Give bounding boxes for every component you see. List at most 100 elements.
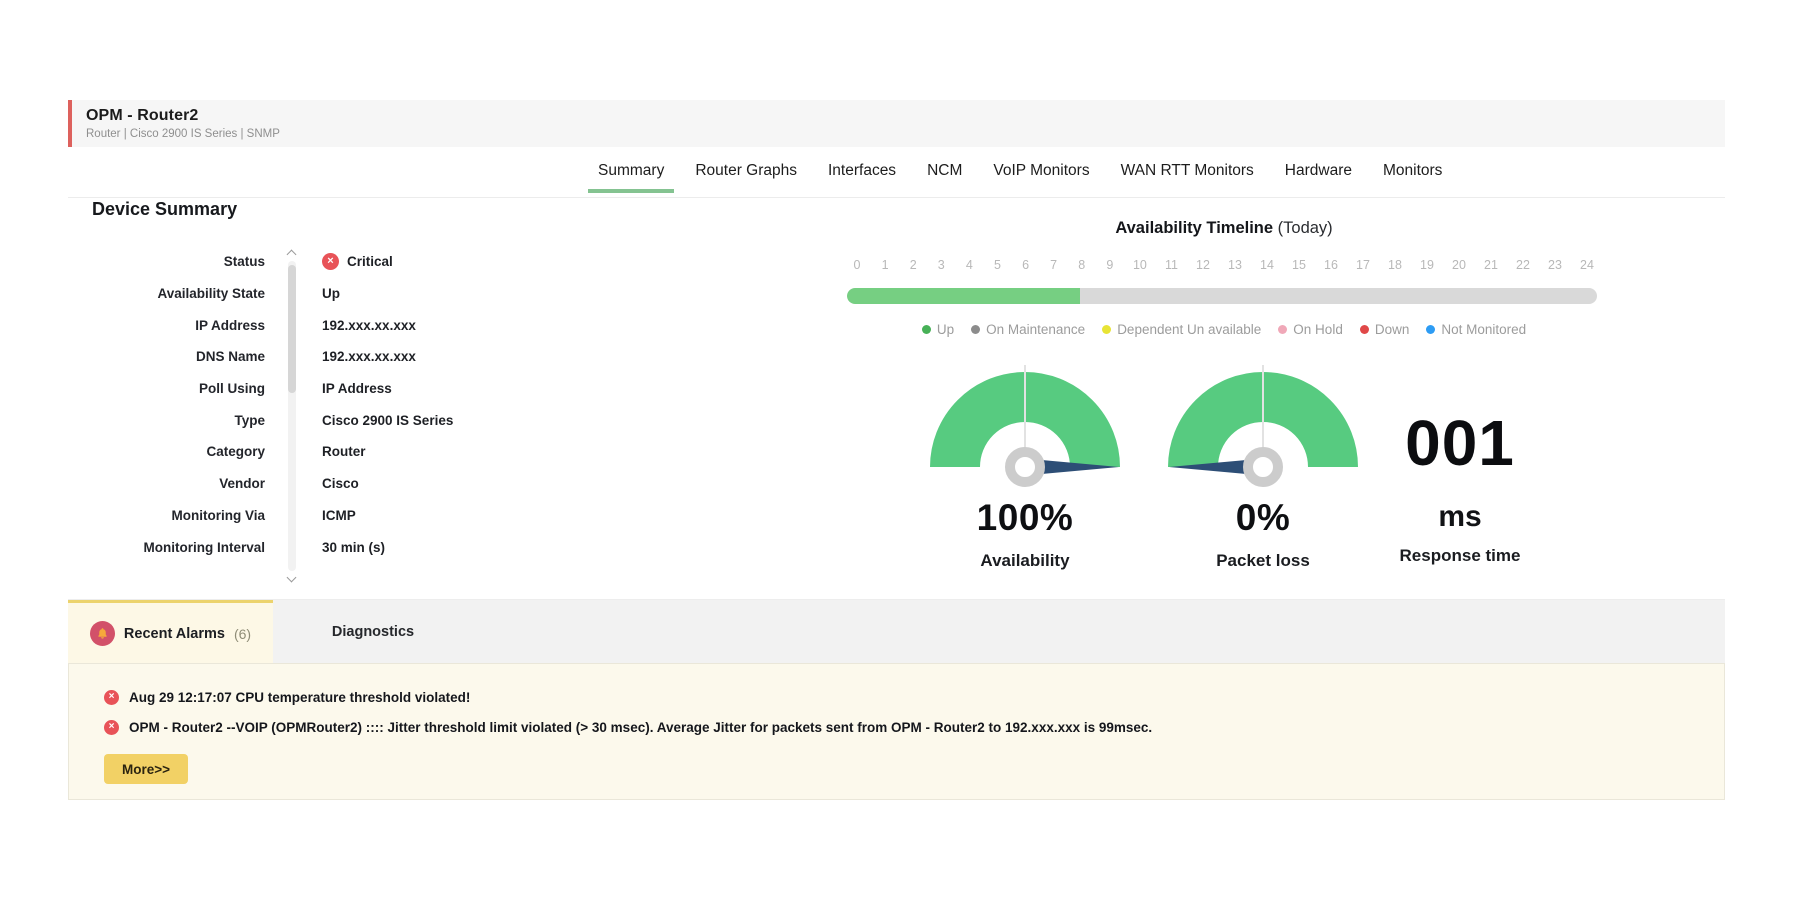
fields-scrollbar[interactable] bbox=[284, 249, 300, 583]
tab-ncm[interactable]: NCM bbox=[927, 162, 963, 179]
response-time-unit: ms bbox=[1438, 500, 1482, 533]
timeline-title-suffix: (Today) bbox=[1273, 219, 1333, 237]
device-header: OPM - Router2 Router | Cisco 2900 IS Ser… bbox=[68, 100, 1725, 147]
tab-diagnostics[interactable]: Diagnostics bbox=[331, 624, 415, 640]
legend-dot-dependent-unavailable bbox=[1102, 325, 1112, 334]
alarm-message: Aug 29 12:17:07 CPU temperature threshol… bbox=[129, 689, 471, 705]
legend-item-down: Down bbox=[1359, 322, 1410, 337]
tab-router-graphs[interactable]: Router Graphs bbox=[695, 162, 797, 179]
field-row-category: Category Router bbox=[60, 436, 453, 468]
availability-timeline-title: Availability Timeline (Today) bbox=[850, 219, 1598, 238]
field-value: × Critical bbox=[322, 253, 393, 271]
hour-tick: 6 bbox=[1022, 258, 1030, 272]
alarm-critical-icon: × bbox=[104, 689, 119, 705]
legend-label: Down bbox=[1374, 322, 1410, 337]
scrollbar-track[interactable] bbox=[288, 261, 296, 571]
alarm-tabbar: Recent Alarms (6) Diagnostics bbox=[68, 599, 1725, 664]
hour-tick: 2 bbox=[909, 258, 917, 272]
device-summary-heading: Device Summary bbox=[92, 199, 238, 219]
nav-divider bbox=[68, 197, 1725, 198]
field-value: IP Address bbox=[322, 381, 392, 397]
recent-alarms-label: Recent Alarms bbox=[123, 625, 225, 642]
hour-tick: 13 bbox=[1228, 258, 1242, 272]
scrollbar-thumb[interactable] bbox=[288, 265, 296, 393]
legend-dot-not-monitored bbox=[1426, 325, 1436, 334]
field-value: Cisco 2900 IS Series bbox=[322, 412, 454, 428]
timeline-legend: Up On Maintenance Dependent Un available… bbox=[850, 322, 1598, 337]
field-label: IP Address bbox=[195, 317, 265, 333]
alarm-row[interactable]: × OPM - Router2 --VOIP (OPMRouter2) ::::… bbox=[104, 712, 1724, 742]
legend-dot-down bbox=[1359, 325, 1369, 334]
field-value: Cisco bbox=[322, 476, 359, 492]
legend-item-on-hold: On Hold bbox=[1278, 322, 1343, 337]
legend-item-up: Up bbox=[921, 322, 955, 337]
field-label: Status bbox=[223, 254, 265, 270]
tab-interfaces[interactable]: Interfaces bbox=[828, 162, 897, 179]
field-value: 192.xxx.xx.xxx bbox=[322, 317, 416, 333]
legend-dot-on-maintenance bbox=[971, 325, 981, 334]
gauge-hub bbox=[1243, 447, 1283, 487]
availability-label: Availability bbox=[980, 551, 1070, 570]
hour-tick: 9 bbox=[1106, 258, 1114, 272]
hour-tick: 16 bbox=[1324, 258, 1338, 272]
scroll-down-icon[interactable] bbox=[286, 572, 297, 583]
timeline-up-segment bbox=[847, 288, 1080, 304]
hour-tick: 12 bbox=[1196, 258, 1210, 272]
field-label: Category bbox=[206, 444, 265, 460]
scroll-up-icon[interactable] bbox=[286, 249, 297, 260]
hour-tick: 4 bbox=[965, 258, 973, 272]
alarm-bell-icon bbox=[89, 621, 115, 646]
field-row-vendor: Vendor Cisco bbox=[60, 468, 453, 500]
field-value: Up bbox=[322, 286, 340, 302]
field-label: Availability State bbox=[157, 286, 265, 302]
alarm-row[interactable]: × Aug 29 12:17:07 CPU temperature thresh… bbox=[104, 682, 1724, 712]
hour-tick: 0 bbox=[853, 258, 861, 272]
hour-tick: 22 bbox=[1516, 258, 1530, 272]
field-value: ICMP bbox=[322, 507, 356, 523]
hour-tick: 15 bbox=[1292, 258, 1306, 272]
tab-voip-monitors[interactable]: VoIP Monitors bbox=[993, 162, 1090, 179]
field-value: 30 min (s) bbox=[322, 539, 386, 555]
packet-loss-gauge bbox=[1168, 365, 1358, 487]
field-row-monitoring-via: Monitoring Via ICMP bbox=[60, 500, 453, 532]
alarm-critical-icon: × bbox=[104, 719, 119, 735]
field-value: Router bbox=[322, 444, 366, 460]
legend-label: On Hold bbox=[1293, 322, 1343, 337]
gauge-top-tick bbox=[1024, 365, 1026, 467]
response-time-label: Response time bbox=[1399, 546, 1521, 565]
recent-alarms-count: (6) bbox=[233, 625, 252, 642]
hour-tick: 7 bbox=[1050, 258, 1058, 272]
field-value: 192.xxx.xx.xxx bbox=[322, 349, 416, 365]
tab-hardware[interactable]: Hardware bbox=[1284, 162, 1352, 179]
hour-tick: 21 bbox=[1484, 258, 1498, 272]
critical-x-icon: × bbox=[322, 253, 339, 271]
hour-tick: 3 bbox=[937, 258, 945, 272]
legend-item-not-monitored: Not Monitored bbox=[1426, 322, 1526, 337]
legend-label: Up bbox=[936, 322, 955, 337]
legend-dot-up bbox=[921, 325, 931, 334]
field-row-status: Status × Critical bbox=[60, 246, 453, 278]
tab-monitors[interactable]: Monitors bbox=[1383, 162, 1443, 179]
hour-tick: 24 bbox=[1580, 258, 1594, 272]
tab-recent-alarms[interactable]: Recent Alarms (6) bbox=[68, 600, 273, 664]
hour-tick: 23 bbox=[1548, 258, 1562, 272]
legend-label: Dependent Un available bbox=[1117, 322, 1262, 337]
more-alarms-button[interactable]: More>> bbox=[104, 754, 188, 784]
field-label: Vendor bbox=[219, 476, 265, 492]
field-row-type: Type Cisco 2900 IS Series bbox=[60, 404, 453, 436]
availability-percent: 100% bbox=[976, 497, 1074, 538]
tab-wan-rtt-monitors[interactable]: WAN RTT Monitors bbox=[1120, 162, 1254, 179]
legend-label: Not Monitored bbox=[1441, 322, 1527, 337]
tab-summary[interactable]: Summary bbox=[587, 162, 675, 193]
availability-gauge bbox=[930, 365, 1120, 487]
top-nav-tabs: Summary Router Graphs Interfaces NCM VoI… bbox=[587, 162, 1444, 193]
legend-label: On Maintenance bbox=[986, 322, 1086, 337]
field-row-dns-name: DNS Name 192.xxx.xx.xxx bbox=[60, 341, 453, 373]
alarm-message: OPM - Router2 --VOIP (OPMRouter2) :::: J… bbox=[129, 719, 1153, 735]
field-row-availability-state: Availability State Up bbox=[60, 278, 453, 310]
field-label: DNS Name bbox=[195, 349, 265, 365]
hour-tick: 20 bbox=[1452, 258, 1466, 272]
field-label: Monitoring Via bbox=[171, 507, 266, 523]
hour-tick: 11 bbox=[1164, 258, 1178, 272]
gauge-top-tick bbox=[1262, 365, 1264, 467]
